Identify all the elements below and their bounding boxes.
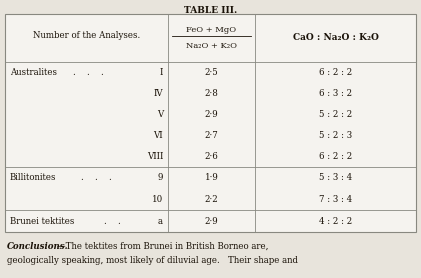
Text: 2·2: 2·2 <box>205 195 218 204</box>
Text: I: I <box>160 68 163 77</box>
Text: 2·9: 2·9 <box>205 217 218 225</box>
Text: 2·7: 2·7 <box>205 131 218 140</box>
Text: Na₂O + K₂O: Na₂O + K₂O <box>186 42 237 50</box>
Text: 4 : 2 : 2: 4 : 2 : 2 <box>319 217 352 225</box>
Text: .: . <box>94 173 97 182</box>
Text: CaO : Na₂O : K₂O: CaO : Na₂O : K₂O <box>293 34 378 43</box>
Text: 1·9: 1·9 <box>205 173 218 182</box>
Text: 6 : 2 : 2: 6 : 2 : 2 <box>319 152 352 161</box>
Text: .: . <box>117 217 120 225</box>
Text: Billitonites: Billitonites <box>10 173 56 182</box>
Text: —The tektites from Brunei in British Borneo are,: —The tektites from Brunei in British Bor… <box>57 242 269 251</box>
Text: Conclusions.: Conclusions. <box>7 242 69 251</box>
Text: .: . <box>80 173 83 182</box>
Text: 2·5: 2·5 <box>205 68 218 77</box>
Text: Brunei tektites: Brunei tektites <box>10 217 75 225</box>
Text: 7 : 3 : 4: 7 : 3 : 4 <box>319 195 352 204</box>
Text: Number of the Analyses.: Number of the Analyses. <box>33 31 140 41</box>
Text: 5 : 2 : 2: 5 : 2 : 2 <box>319 110 352 119</box>
Text: IV: IV <box>153 89 163 98</box>
Text: VI: VI <box>153 131 163 140</box>
Text: Australites: Australites <box>10 68 57 77</box>
Text: .: . <box>86 68 89 77</box>
Text: 2·9: 2·9 <box>205 110 218 119</box>
Text: FeO + MgO: FeO + MgO <box>187 26 237 34</box>
Text: 2·6: 2·6 <box>205 152 218 161</box>
Text: 2·8: 2·8 <box>205 89 218 98</box>
Text: a: a <box>158 217 163 225</box>
Text: 9: 9 <box>157 173 163 182</box>
Text: V: V <box>157 110 163 119</box>
Text: .: . <box>108 173 111 182</box>
Text: 10: 10 <box>152 195 163 204</box>
Text: VIII: VIII <box>147 152 163 161</box>
Text: 5 : 2 : 3: 5 : 2 : 3 <box>319 131 352 140</box>
Bar <box>5 14 416 232</box>
Text: .: . <box>100 68 103 77</box>
Text: .: . <box>72 68 75 77</box>
Text: .: . <box>103 217 106 225</box>
Text: TABLE III.: TABLE III. <box>184 6 237 15</box>
Text: 6 : 3 : 2: 6 : 3 : 2 <box>319 89 352 98</box>
Text: 6 : 2 : 2: 6 : 2 : 2 <box>319 68 352 77</box>
Text: 5 : 3 : 4: 5 : 3 : 4 <box>319 173 352 182</box>
Text: geologically speaking, most likely of diluvial age.   Their shape and: geologically speaking, most likely of di… <box>7 256 298 265</box>
